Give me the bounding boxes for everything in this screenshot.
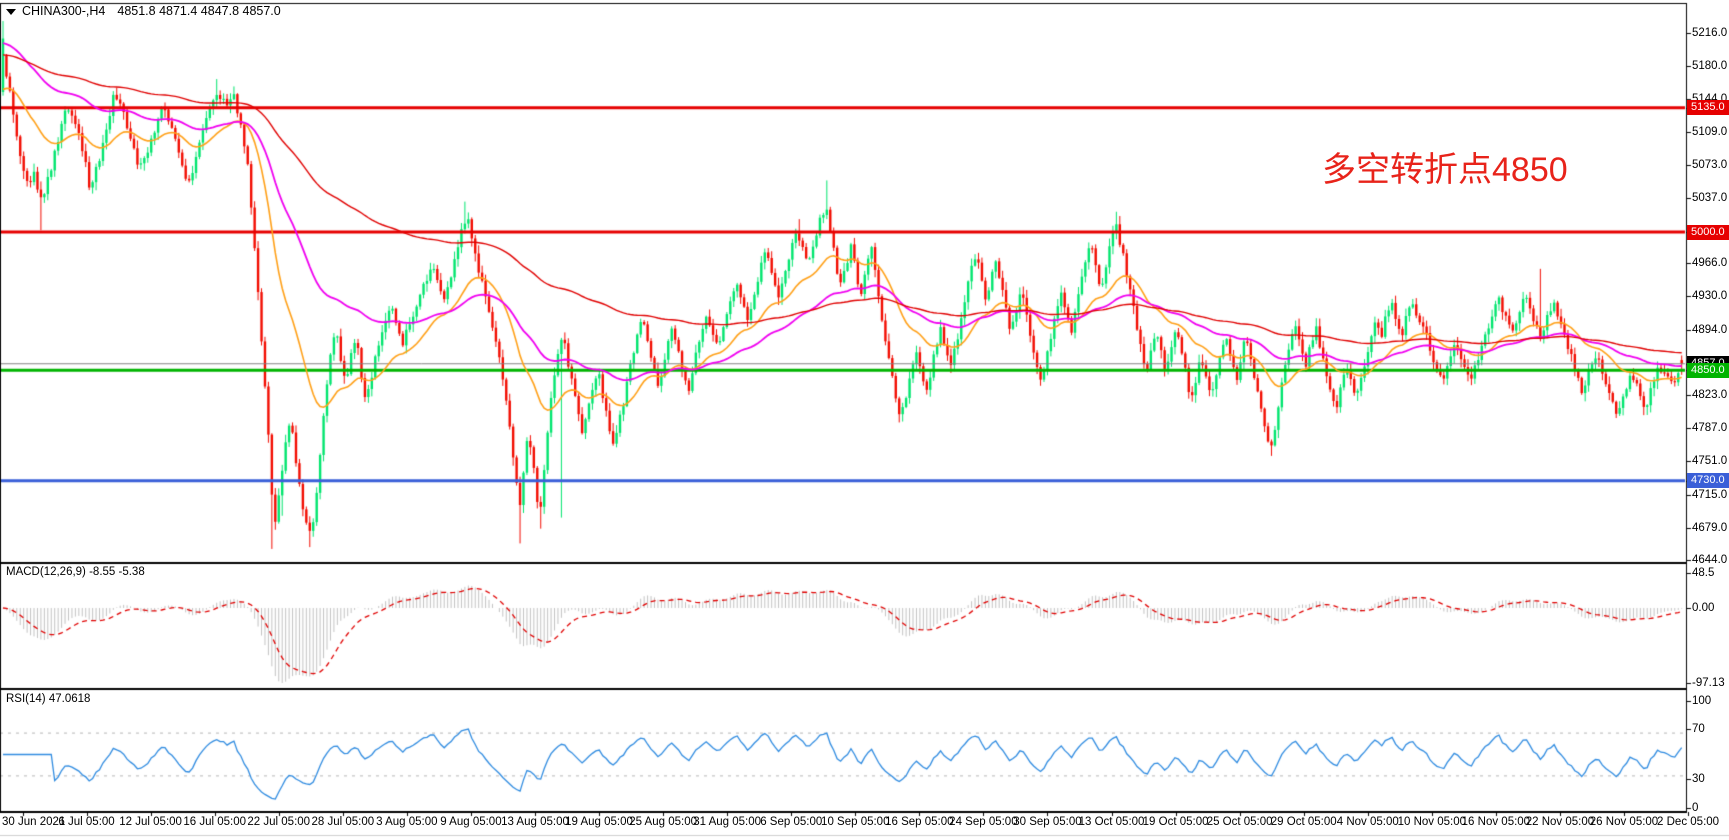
date-label: 16 Nov 05:00	[1461, 816, 1531, 828]
price-tick-label: 5180.0	[1692, 60, 1728, 73]
price-tick-label: 4930.0	[1692, 290, 1728, 303]
date-label: 13 Aug 05:00	[501, 816, 569, 828]
price-tick-label: 5037.0	[1692, 191, 1728, 204]
date-label: 9 Aug 05:00	[440, 816, 502, 828]
price-tick-label: 4679.0	[1692, 521, 1728, 534]
date-label: 30 Sep 05:00	[1013, 816, 1082, 828]
date-label: 29 Oct 05:00	[1270, 816, 1337, 828]
date-label: 10 Nov 05:00	[1397, 816, 1467, 828]
rsi-tick-label: 0	[1692, 802, 1699, 814]
date-label: 19 Aug 05:00	[565, 816, 633, 828]
macd-panel-label: MACD(12,26,9) -8.55 -5.38	[6, 566, 145, 578]
date-label: 22 Nov 05:00	[1525, 816, 1595, 828]
price-tick-label: 4894.0	[1692, 323, 1728, 336]
date-label: 22 Jul 05:00	[247, 816, 311, 828]
rsi-indicator-name: RSI(14)	[6, 693, 46, 705]
date-label: 6 Sep 05:00	[760, 816, 823, 828]
date-label: 25 Aug 05:00	[629, 816, 697, 828]
macd-tick-label: 0.00	[1692, 602, 1715, 614]
rsi-tick-label: 70	[1692, 723, 1705, 735]
rsi-tick-label: 100	[1692, 695, 1712, 707]
price-tick-label: 5109.0	[1692, 125, 1728, 138]
price-tick-label: 5216.0	[1692, 27, 1728, 39]
date-label: 4 Nov 05:00	[1336, 816, 1399, 828]
date-label: 26 Nov 05:00	[1589, 816, 1659, 828]
date-label: 30 Jun 2021	[2, 816, 66, 828]
price-tick-label: 4751.0	[1692, 455, 1728, 468]
price-tick-label: 4715.0	[1692, 488, 1728, 501]
ohlc-quotes: 4851.8 4871.4 4847.8 4857.0	[117, 4, 281, 18]
price-line-badge: 4730.0	[1687, 473, 1729, 489]
symbol-title: CHINA300-,H4	[22, 4, 106, 18]
price-tick-label: 4787.0	[1692, 422, 1728, 435]
date-label: 31 Aug 05:00	[693, 816, 762, 828]
macd-tick-label: -97.13	[1692, 677, 1725, 689]
date-label: 10 Sep 05:00	[821, 816, 890, 828]
date-label: 6 Jul 05:00	[58, 816, 115, 828]
date-label: 24 Sep 05:00	[949, 816, 1018, 828]
rsi-panel-label: RSI(14) 47.0618	[6, 693, 90, 705]
date-label: 28 Jul 05:00	[311, 816, 375, 828]
macd-tick-label: 48.5	[1692, 567, 1715, 579]
date-label: 19 Oct 05:00	[1142, 816, 1209, 828]
price-line-badge: 4850.0	[1687, 362, 1729, 378]
price-tick-label: 5073.0	[1692, 158, 1728, 171]
date-label: 13 Oct 05:00	[1078, 816, 1145, 828]
macd-indicator-name: MACD(12,26,9)	[6, 566, 86, 578]
date-label: 3 Aug 05:00	[376, 816, 438, 828]
rsi-tick-label: 30	[1692, 773, 1705, 785]
annotation-note: 多空转折点4850	[1322, 151, 1568, 189]
macd-values: -8.55 -5.38	[89, 566, 145, 578]
date-label: 16 Jul 05:00	[183, 816, 247, 828]
date-label: 25 Oct 05:00	[1206, 816, 1273, 828]
price-line-badge: 5135.0	[1687, 100, 1729, 116]
rsi-value: 47.0618	[48, 693, 91, 705]
price-tick-label: 4644.0	[1692, 553, 1728, 566]
date-label: 16 Sep 05:00	[885, 816, 954, 828]
symbol-collapse-icon[interactable]	[6, 8, 16, 15]
date-label: 2 Dec 05:00	[1657, 816, 1720, 828]
chart-header: CHINA300-,H4 4851.8 4871.4 4847.8 4857.0	[6, 4, 281, 18]
price-tick-label: 4823.0	[1692, 389, 1728, 402]
date-label: 12 Jul 05:00	[119, 816, 182, 828]
price-line-badge: 5000.0	[1687, 224, 1729, 240]
price-tick-label: 4966.0	[1692, 257, 1728, 270]
